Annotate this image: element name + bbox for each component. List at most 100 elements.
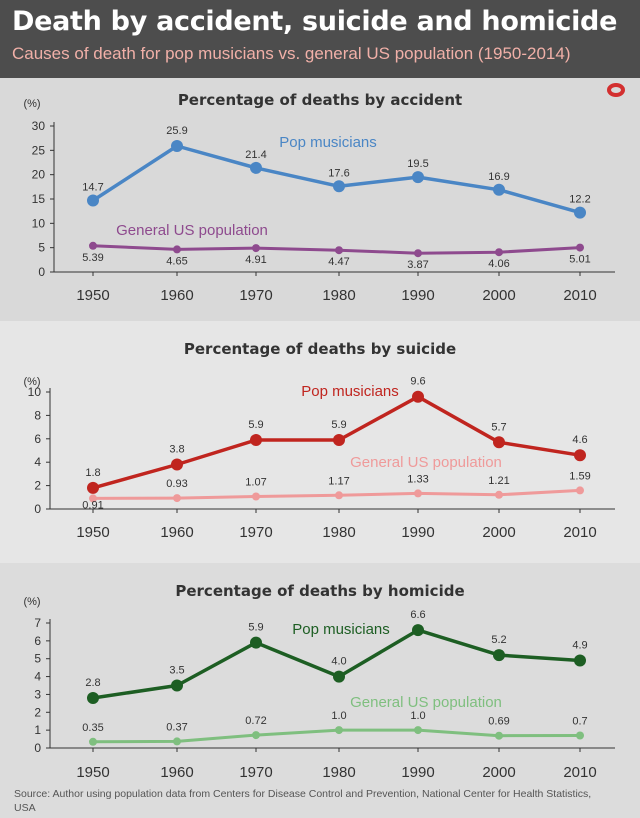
homicide-pop-data-label: 2.8 xyxy=(85,677,100,689)
suicide-pop-data-point xyxy=(493,436,505,449)
homicide-pop-data-label: 4.9 xyxy=(572,640,587,652)
suicide-general-data-label: 1.21 xyxy=(488,475,509,487)
accident-pop-data-point xyxy=(250,161,262,174)
suicide-general-data-point xyxy=(252,492,260,501)
homicide-x-tick-label: 1990 xyxy=(401,764,434,781)
homicide-y-tick-label: 7 xyxy=(34,616,41,630)
accident-y-tick-label: 30 xyxy=(32,119,46,133)
suicide-pop-data-point xyxy=(412,390,424,403)
accident-x-tick-label: 1990 xyxy=(401,287,434,304)
suicide-pop-data-point xyxy=(87,481,99,494)
accident-pop-data-label: 25.9 xyxy=(166,125,187,137)
suicide-pop-data-point xyxy=(171,458,183,471)
homicide-pop-data-label: 4.0 xyxy=(331,656,346,668)
homicide-general-data-point xyxy=(335,726,343,735)
accident-pop-series-name: Pop musicians xyxy=(279,134,377,151)
homicide-general-data-label: 0.37 xyxy=(166,721,187,733)
homicide-pop-data-point xyxy=(171,679,183,692)
homicide-x-tick-label: 1980 xyxy=(322,764,355,781)
publisher-logo-icon xyxy=(607,83,625,97)
suicide-x-tick-label: 1990 xyxy=(401,524,434,541)
accident-pop-data-point xyxy=(333,180,345,193)
homicide-general-data-label: 1.0 xyxy=(410,710,425,722)
accident-general-data-point xyxy=(252,244,260,253)
suicide-y-tick-label: 2 xyxy=(34,479,41,493)
suicide-general-series-name: General US population xyxy=(350,454,502,471)
page-subtitle: Causes of death for pop musicians vs. ge… xyxy=(12,44,571,63)
accident-x-tick-label: 1950 xyxy=(76,287,109,304)
suicide-general-data-label: 0.91 xyxy=(82,499,103,511)
accident-y-tick-label: 25 xyxy=(32,143,46,157)
accident-x-tick-label: 2000 xyxy=(482,287,515,304)
suicide-panel-background xyxy=(0,321,640,563)
accident-general-data-label: 3.87 xyxy=(407,259,428,271)
suicide-y-tick-label: 6 xyxy=(34,432,41,446)
suicide-pop-data-point xyxy=(250,434,262,446)
accident-general-data-point xyxy=(576,243,584,252)
homicide-general-data-point xyxy=(173,737,181,746)
accident-y-tick-label: 20 xyxy=(32,168,46,182)
homicide-general-data-label: 0.7 xyxy=(572,716,587,728)
suicide-pop-data-label: 4.6 xyxy=(572,434,587,446)
homicide-y-tick-label: 5 xyxy=(34,652,41,666)
homicide-general-data-label: 0.35 xyxy=(82,722,103,734)
homicide-x-tick-label: 2010 xyxy=(563,764,596,781)
suicide-y-axis-label: (%) xyxy=(23,376,40,388)
suicide-pop-data-label: 5.7 xyxy=(491,421,506,433)
homicide-pop-data-point xyxy=(574,654,586,667)
homicide-general-data-point xyxy=(495,731,503,740)
homicide-pop-data-point xyxy=(333,670,345,683)
homicide-pop-data-label: 3.5 xyxy=(169,665,184,677)
suicide-general-data-label: 1.17 xyxy=(328,475,349,487)
homicide-general-data-label: 1.0 xyxy=(331,710,346,722)
homicide-general-data-point xyxy=(89,737,97,746)
suicide-chart-title: Percentage of deaths by suicide xyxy=(184,340,456,358)
accident-pop-data-label: 21.4 xyxy=(245,149,266,161)
accident-pop-data-point xyxy=(412,171,424,184)
suicide-pop-data-point xyxy=(333,434,345,446)
homicide-x-tick-label: 1960 xyxy=(160,764,193,781)
homicide-pop-data-label: 5.9 xyxy=(248,622,263,634)
accident-pop-data-point xyxy=(493,183,505,196)
accident-general-data-label: 4.65 xyxy=(166,255,187,267)
accident-general-data-label: 4.91 xyxy=(245,254,266,266)
accident-pop-data-point xyxy=(87,194,99,207)
accident-y-axis-label: (%) xyxy=(23,98,40,110)
homicide-x-tick-label: 2000 xyxy=(482,764,515,781)
accident-pop-data-point xyxy=(171,140,183,152)
accident-general-series-name: General US population xyxy=(116,222,268,239)
suicide-pop-data-label: 9.6 xyxy=(410,376,425,388)
homicide-panel-background xyxy=(0,563,640,818)
homicide-pop-data-point xyxy=(87,692,99,704)
homicide-general-data-point xyxy=(252,731,260,740)
homicide-general-series-name: General US population xyxy=(350,694,502,711)
homicide-x-tick-label: 1950 xyxy=(76,764,109,781)
accident-general-data-point xyxy=(173,245,181,254)
accident-general-data-point xyxy=(335,246,343,255)
suicide-x-tick-label: 1950 xyxy=(76,524,109,541)
homicide-y-axis-label: (%) xyxy=(23,596,40,608)
suicide-x-tick-label: 2010 xyxy=(563,524,596,541)
suicide-pop-data-label: 5.9 xyxy=(248,419,263,431)
suicide-general-data-label: 1.33 xyxy=(407,473,428,485)
accident-general-data-label: 5.01 xyxy=(569,254,590,266)
suicide-x-tick-label: 1960 xyxy=(160,524,193,541)
accident-pop-data-label: 17.6 xyxy=(328,167,349,179)
suicide-y-tick-label: 0 xyxy=(34,502,41,516)
suicide-general-data-point xyxy=(335,491,343,500)
homicide-general-data-label: 0.72 xyxy=(245,715,266,727)
homicide-y-tick-label: 3 xyxy=(34,687,41,701)
accident-x-tick-label: 1960 xyxy=(160,287,193,304)
accident-y-tick-label: 15 xyxy=(32,192,46,206)
accident-x-tick-label: 1980 xyxy=(322,287,355,304)
homicide-general-data-point xyxy=(414,726,422,735)
homicide-general-data-label: 0.69 xyxy=(488,716,509,728)
suicide-general-data-point xyxy=(414,489,422,498)
source-note: Source: Author using population data fro… xyxy=(14,788,592,814)
suicide-pop-series-name: Pop musicians xyxy=(301,383,399,400)
page-title: Death by accident, suicide and homicide xyxy=(12,6,618,37)
accident-y-tick-label: 10 xyxy=(32,216,46,230)
suicide-x-tick-label: 1970 xyxy=(239,524,272,541)
